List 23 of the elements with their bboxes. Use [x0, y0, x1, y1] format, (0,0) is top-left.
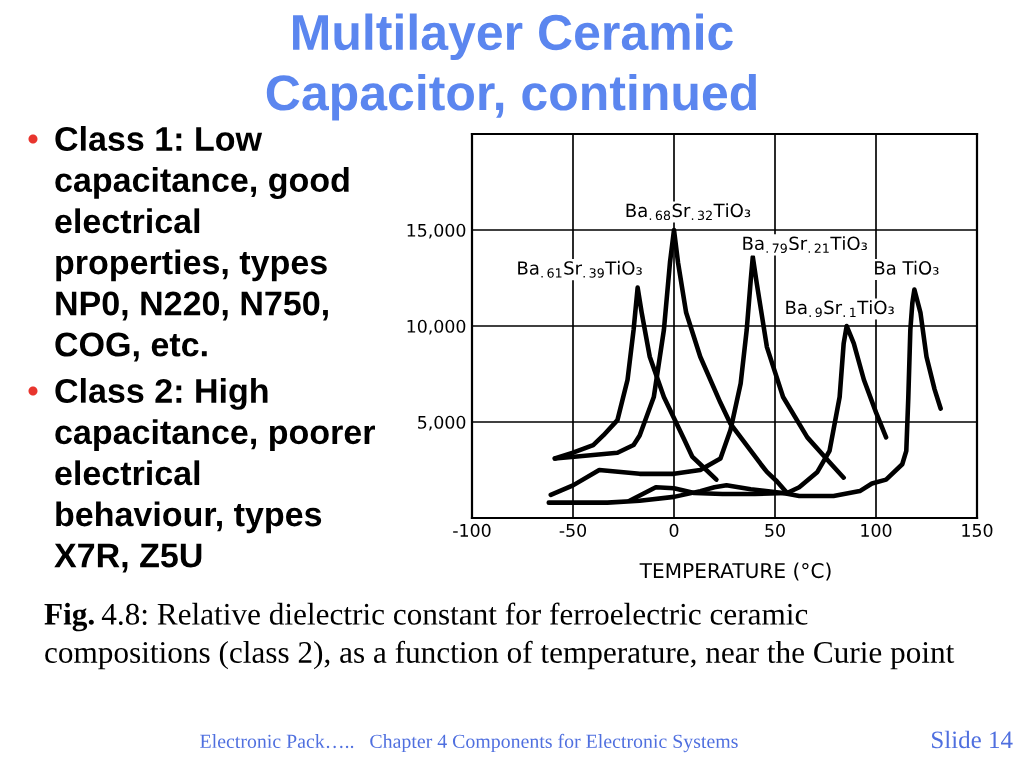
y-tick-label: 10,000	[407, 319, 466, 335]
text: 4.8: Relative dielectric constant for ferroelectric ceramic	[101, 602, 808, 625]
y-tick-label: 5,000	[418, 415, 466, 431]
series-label: Ba$_{.9}$Sr$_{.1}$TiO₃	[786, 300, 894, 318]
x-tick-label: 50	[765, 523, 785, 537]
x-tick-label: 0	[669, 523, 679, 537]
text: Class 2: High capacitance, poorer electrical behaviour, types X7R, Z5U	[54, 378, 375, 573]
chart-title: Multilayer Ceramic Capacitor, continued	[266, 13, 756, 121]
x-tick-label: -100	[453, 523, 491, 537]
text: Slide 14	[932, 730, 1013, 749]
x-axis-title: TEMPERATURE (°C)	[639, 562, 831, 581]
series-label: Ba TiO₃	[875, 260, 939, 275]
series-label: Ba$_{.61}$Sr$_{.39}$TiO₃	[518, 260, 642, 278]
text: Fig.	[44, 602, 94, 632]
x-tick-label: -50	[559, 523, 587, 537]
y-tick-label: 15,000	[407, 223, 466, 239]
series-label: Ba$_{.79}$Sr$_{.21}$TiO₃	[743, 236, 867, 253]
text: Electronic Pack….. Chapter 4 Components for Electronic Systems	[200, 733, 738, 753]
text: compositions (class 2), as a function of temperature, near the Curie point	[45, 640, 955, 670]
x-tick-label: 100	[861, 523, 892, 537]
series-label: Ba$_{.68}$Sr$_{.32}$TiO₃	[626, 203, 751, 221]
x-tick-label: 150	[962, 523, 993, 537]
text: Class 1: Low capacitance, good electrical properties, types NP0, N220, N750, COG, etc.	[55, 126, 349, 362]
